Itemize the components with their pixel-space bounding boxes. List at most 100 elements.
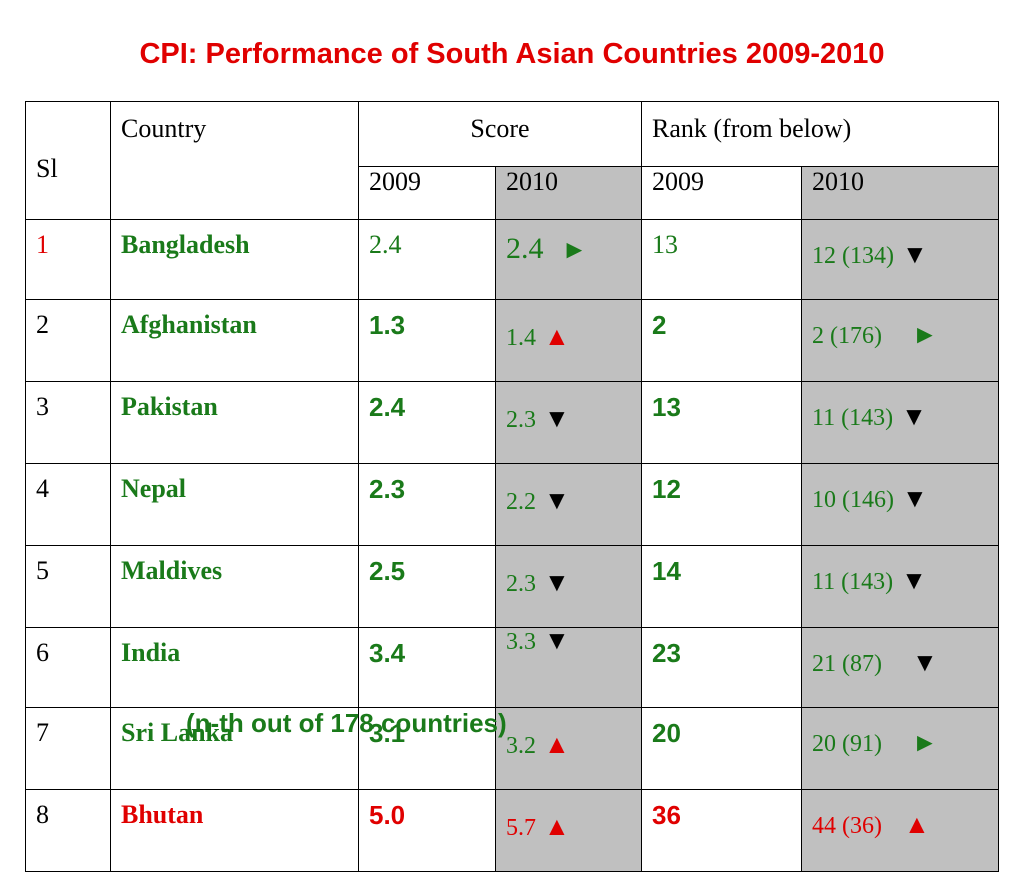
score-2010-cell: 2.2 ▼ <box>495 463 642 546</box>
sl-cell: 2 <box>25 299 111 382</box>
cpi-table: Sl Country Score Rank (from below) 2009 … <box>25 101 999 872</box>
rank-2010-value: 20 (91) <box>812 731 882 757</box>
header-rank-2009: 2009 <box>641 166 802 220</box>
right-arrow-icon: ► <box>911 320 938 349</box>
score-2010-cell: 2.4 ► <box>495 219 642 300</box>
down-arrow-icon: ▼ <box>544 568 570 597</box>
score-2010-value: 3.2 <box>506 733 536 759</box>
sl-cell: 7 <box>25 707 111 790</box>
rank-2009-cell: 12 <box>641 463 802 546</box>
score-2010-value: 2.3 <box>506 407 536 433</box>
score-2010-value: 2.2 <box>506 489 536 515</box>
score-2009-cell: 2.5 <box>358 545 496 628</box>
score-2010-raised: 3.3 ▼ <box>506 626 570 656</box>
rank-2010-cell: 11 (143) ▼ <box>801 381 999 464</box>
sl-cell: 8 <box>25 789 111 872</box>
score-2010-value: 1.4 <box>506 325 536 351</box>
score-2009-cell: 1.3 <box>358 299 496 382</box>
rank-2010-cell: 2 (176) ► <box>801 299 999 382</box>
subheader-row: 2009 2010 2009 2010 <box>26 166 999 220</box>
right-arrow-icon: ► <box>561 235 588 264</box>
rank-2010-cell: 11 (143) ▼ <box>801 545 999 628</box>
score-2010-value: 5.7 <box>506 815 536 841</box>
score-2010-cell: 3.2 ▲ <box>495 707 642 790</box>
rank-2010-cell: 20 (91) ► <box>801 707 999 790</box>
page-title: CPI: Performance of South Asian Countrie… <box>139 38 885 70</box>
rank-2009-cell: 36 <box>641 789 802 872</box>
table-row: 7 Sri Lanka 3.1 3.2 ▲ 20 20 (91) ► <box>25 707 999 790</box>
down-arrow-icon: ▼ <box>544 404 570 433</box>
table-row: 4 Nepal 2.3 2.2 ▼ 12 10 (146) ▼ <box>25 463 999 546</box>
up-arrow-icon: ▲ <box>544 730 570 759</box>
rank-2010-cell: 10 (146) ▼ <box>801 463 999 546</box>
header-score: Score <box>358 101 642 167</box>
rank-2010-value: 44 (36) <box>812 813 882 839</box>
footnote: (n-th out of 178 countries) <box>186 708 507 738</box>
score-2010-cell: 1.4 ▲ <box>495 299 642 382</box>
up-arrow-icon: ▲ <box>903 810 930 839</box>
score-2010-cell: 3.3 ▼ <box>495 626 642 708</box>
rank-2010-value: 11 (143) <box>812 569 894 595</box>
header-score-2010: 2010 <box>495 166 642 220</box>
country-cell: Maldives <box>110 545 359 628</box>
up-arrow-icon: ▲ <box>544 322 570 351</box>
sl-cell: 4 <box>25 463 111 546</box>
score-2009-cell: 2.3 <box>358 463 496 546</box>
table-row: 3 Pakistan 2.4 2.3 ▼ 13 11 (143) ▼ <box>25 381 999 464</box>
sl-cell: 5 <box>25 545 111 628</box>
score-2009-cell: 5.0 <box>358 789 496 872</box>
down-arrow-icon: ▼ <box>901 484 928 513</box>
rank-2010-cell: 44 (36) ▲ <box>801 789 999 872</box>
rank-2009-cell: 13 <box>641 381 802 464</box>
up-arrow-icon: ▲ <box>544 812 570 841</box>
sl-cell: 6 <box>25 627 111 708</box>
score-2010-value: 3.3 <box>506 629 536 655</box>
rank-2010-value: 2 (176) <box>812 323 882 349</box>
rank-2009-cell: 14 <box>641 545 802 628</box>
rank-2009-cell: 13 <box>641 219 802 300</box>
rank-2009-cell: 20 <box>641 707 802 790</box>
sl-cell: 1 <box>25 219 111 300</box>
down-arrow-icon: ▼ <box>901 566 927 595</box>
header-sl: Sl <box>25 101 111 220</box>
table-row: 5 Maldives 2.5 2.3 ▼ 14 11 (143) ▼ <box>25 545 999 628</box>
down-arrow-icon: ▼ <box>901 402 927 431</box>
rank-2010-cell: 12 (134) ▼ <box>801 219 999 300</box>
table-row: 6 India 3.4 3.3 ▼ 23 21 (87) ▼ <box>25 626 999 708</box>
rank-2010-value: 11 (143) <box>812 405 894 431</box>
header-rank-2010: 2010 <box>801 166 999 220</box>
down-arrow-icon: ▼ <box>544 486 570 515</box>
header-score-2009: 2009 <box>358 166 496 220</box>
table-row: 8 Bhutan 5.0 5.7 ▲ 36 44 (36) ▲ <box>25 789 999 872</box>
sl-cell: 3 <box>25 381 111 464</box>
country-cell: Bangladesh <box>110 219 359 300</box>
score-2009-cell: 3.4 <box>358 627 496 708</box>
down-arrow-icon: ▼ <box>911 648 938 677</box>
rank-2010-value: 21 (87) <box>812 651 882 677</box>
score-2010-cell: 2.3 ▼ <box>495 381 642 464</box>
rank-2009-cell: 2 <box>641 299 802 382</box>
score-2010-cell: 5.7 ▲ <box>495 789 642 872</box>
score-2010-cell: 2.3 ▼ <box>495 545 642 628</box>
header-row: Sl Country Score Rank (from below) <box>25 101 999 220</box>
country-cell: Afghanistan <box>110 299 359 382</box>
score-2009-cell: 2.4 <box>358 381 496 464</box>
down-arrow-icon: ▼ <box>901 240 928 269</box>
country-cell: India <box>110 627 359 708</box>
country-cell: Pakistan <box>110 381 359 464</box>
country-cell: Nepal <box>110 463 359 546</box>
country-cell: Bhutan <box>110 789 359 872</box>
header-country: Country <box>110 101 359 220</box>
score-2009-cell: 2.4 <box>358 219 496 300</box>
rank-2010-value: 10 (146) <box>812 487 894 513</box>
table-row: 2 Afghanistan 1.3 1.4 ▲ 2 2 (176) ► <box>25 299 999 382</box>
header-rank: Rank (from below) <box>641 101 999 167</box>
score-2010-value: 2.3 <box>506 571 536 597</box>
rank-2009-cell: 23 <box>641 627 802 708</box>
rank-2010-cell: 21 (87) ▼ <box>801 627 999 708</box>
table-row: 1 Bangladesh 2.4 2.4 ► 13 12 (134) ▼ <box>25 219 999 300</box>
rank-2010-value: 12 (134) <box>812 243 894 269</box>
score-2010-value: 2.4 <box>506 232 544 265</box>
down-arrow-icon: ▼ <box>544 626 570 655</box>
right-arrow-icon: ► <box>911 728 938 757</box>
